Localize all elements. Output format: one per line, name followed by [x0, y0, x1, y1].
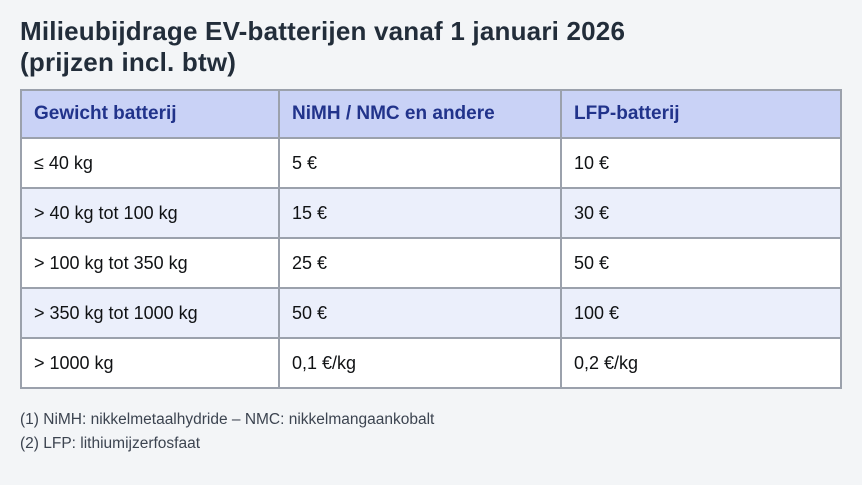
page-title-line-1: Milieubijdrage EV-batterijen vanaf 1 jan…: [20, 16, 626, 46]
page-title-line-2: (prijzen incl. btw): [20, 47, 237, 77]
lfp-price-cell: 10 €: [560, 137, 842, 189]
nimh-nmc-price-cell: 50 €: [278, 287, 562, 339]
table-row: > 40 kg tot 100 kg 15 € 30 €: [20, 187, 842, 239]
column-header-nimh-nmc: NiMH / NMC en andere: [278, 89, 562, 139]
nimh-nmc-price-cell: 25 €: [278, 237, 562, 289]
footnote-lfp: (2) LFP: lithiumijzerfosfaat: [20, 435, 201, 452]
lfp-price-cell: 30 €: [560, 187, 842, 239]
nimh-nmc-price-cell: 5 €: [278, 137, 562, 189]
table-header-row: Gewicht batterij NiMH / NMC en andere LF…: [20, 89, 842, 139]
footnotes: (1) NiMH: nikkelmetaalhydride – NMC: nik…: [20, 408, 842, 456]
lfp-price-cell: 50 €: [560, 237, 842, 289]
weight-cell: ≤ 40 kg: [20, 137, 280, 189]
table-row: > 100 kg tot 350 kg 25 € 50 €: [20, 237, 842, 289]
column-header-weight: Gewicht batterij: [20, 89, 280, 139]
weight-cell: > 350 kg tot 1000 kg: [20, 287, 280, 339]
table-row: > 350 kg tot 1000 kg 50 € 100 €: [20, 287, 842, 339]
ev-battery-fee-table: Gewicht batterij NiMH / NMC en andere LF…: [20, 89, 842, 389]
weight-cell: > 40 kg tot 100 kg: [20, 187, 280, 239]
column-header-lfp: LFP-batterij: [560, 89, 842, 139]
lfp-price-cell: 0,2 €/kg: [560, 337, 842, 389]
table-row: > 1000 kg 0,1 €/kg 0,2 €/kg: [20, 337, 842, 389]
weight-cell: > 100 kg tot 350 kg: [20, 237, 280, 289]
weight-cell: > 1000 kg: [20, 337, 280, 389]
lfp-price-cell: 100 €: [560, 287, 842, 339]
nimh-nmc-price-cell: 15 €: [278, 187, 562, 239]
footnote-nimh-nmc: (1) NiMH: nikkelmetaalhydride – NMC: nik…: [20, 411, 435, 428]
nimh-nmc-price-cell: 0,1 €/kg: [278, 337, 562, 389]
page-title: Milieubijdrage EV-batterijen vanaf 1 jan…: [20, 16, 842, 78]
table-row: ≤ 40 kg 5 € 10 €: [20, 137, 842, 189]
